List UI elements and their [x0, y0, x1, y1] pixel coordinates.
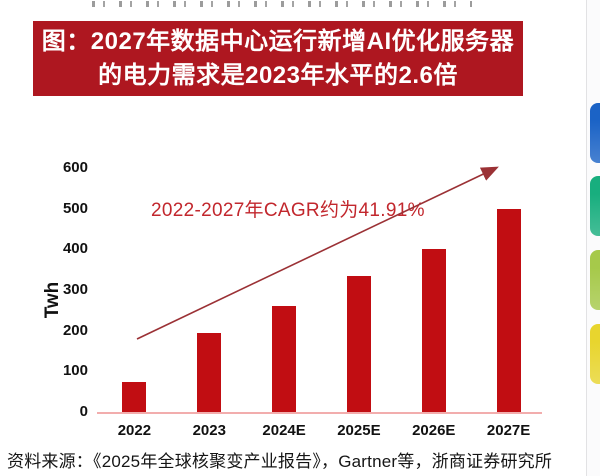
y-axis-tick-label: 200: [62, 321, 88, 339]
y-axis-tick-label: 600: [62, 159, 88, 176]
figure-title-banner: 图：2027年数据中心运行新增AI优化服务器 的电力需求是2023年水平的2.6…: [33, 21, 523, 96]
x-axis-label-2026E: 2026E: [412, 422, 456, 439]
bar-2022: [122, 381, 147, 412]
x-axis-label-2024E: 2024E: [262, 422, 306, 439]
bar-2027E: [496, 208, 521, 412]
cagr-annotation: 2022-2027年CAGR约为41.91%: [151, 200, 425, 221]
right-panel-background: [587, 0, 600, 476]
bar-2026E: [421, 249, 446, 412]
edge-chip-4[interactable]: [590, 324, 600, 384]
bar-2025E: [346, 275, 371, 412]
edge-chip-2[interactable]: [590, 176, 600, 236]
bar-2023: [197, 332, 222, 412]
y-axis-tick-label: 100: [62, 362, 88, 380]
y-axis-tick-label: 400: [62, 240, 88, 258]
x-axis-label-2023: 2023: [192, 422, 226, 439]
edge-chip-1[interactable]: [590, 103, 600, 163]
right-panel-divider: [586, 0, 587, 476]
trend-arrow: [136, 166, 499, 340]
x-axis-label-2025E: 2025E: [337, 422, 381, 439]
x-axis-label-2027E: 2027E: [486, 422, 531, 439]
figure-title-line1: 图：2027年数据中心运行新增AI优化服务器: [41, 27, 515, 55]
source-note: 资料来源：《2025年全球核聚变产业报告》，Gartner等，浙商证券研究所: [7, 452, 553, 471]
y-axis-tick-label: 500: [62, 199, 88, 217]
cropped-text-fragment: [92, 1, 472, 7]
x-axis-label-2022: 2022: [117, 422, 152, 439]
y-axis-tick-label: 0: [79, 403, 88, 420]
figure-title-line2: 的电力需求是2023年水平的2.6倍: [98, 61, 458, 89]
y-axis-tick-label: 300: [62, 281, 88, 298]
edge-chip-3[interactable]: [590, 250, 600, 310]
bar-2024E: [272, 306, 297, 412]
x-axis-line: [97, 412, 542, 414]
